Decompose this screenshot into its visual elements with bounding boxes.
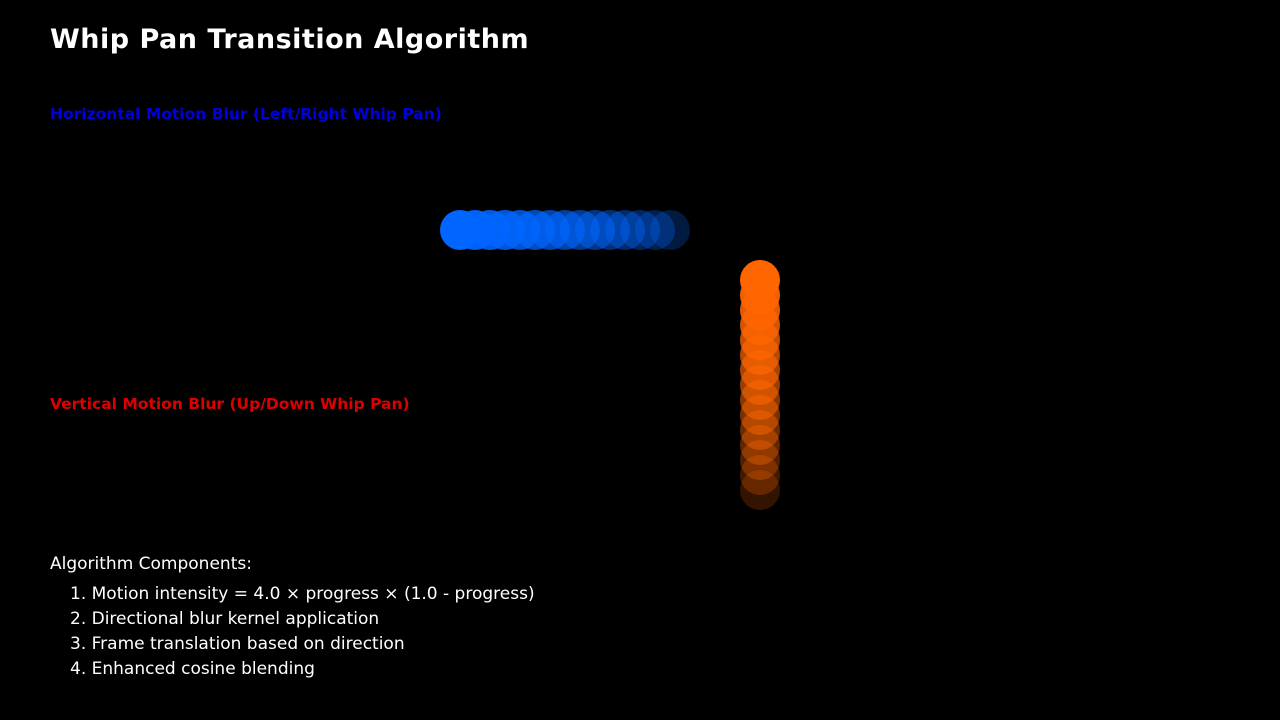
- horizontal-ghost-circle: [440, 210, 480, 250]
- horizontal-blur-label: Horizontal Motion Blur (Left/Right Whip …: [50, 105, 442, 123]
- component-item: 1. Motion intensity = 4.0 × progress × (…: [70, 584, 535, 604]
- component-item: 3. Frame translation based on direction: [70, 634, 405, 654]
- vertical-blur-trail: [740, 260, 780, 510]
- horizontal-ghost-circle: [635, 210, 675, 250]
- vertical-ghost-circle: [740, 260, 780, 300]
- vertical-ghost-circle: [740, 455, 780, 495]
- component-item: 4. Enhanced cosine blending: [70, 659, 315, 679]
- horizontal-ghost-circle: [620, 210, 660, 250]
- components-heading: Algorithm Components:: [50, 554, 252, 574]
- component-item: 2. Directional blur kernel application: [70, 609, 380, 629]
- vertical-ghost-circle: [740, 470, 780, 510]
- vertical-ghost-circle: [740, 410, 780, 450]
- horizontal-ghost-circle: [650, 210, 690, 250]
- components-list: 1. Motion intensity = 4.0 × progress × (…: [50, 583, 535, 683]
- vertical-ghost-circle: [740, 425, 780, 465]
- algorithm-components: Algorithm Components: 1. Motion intensit…: [50, 553, 535, 683]
- horizontal-ghost-circle: [605, 210, 645, 250]
- vertical-ghost-circle: [740, 440, 780, 480]
- horizontal-blur-trail: [440, 210, 690, 250]
- page-title: Whip Pan Transition Algorithm: [50, 24, 530, 55]
- vertical-blur-label: Vertical Motion Blur (Up/Down Whip Pan): [50, 395, 410, 413]
